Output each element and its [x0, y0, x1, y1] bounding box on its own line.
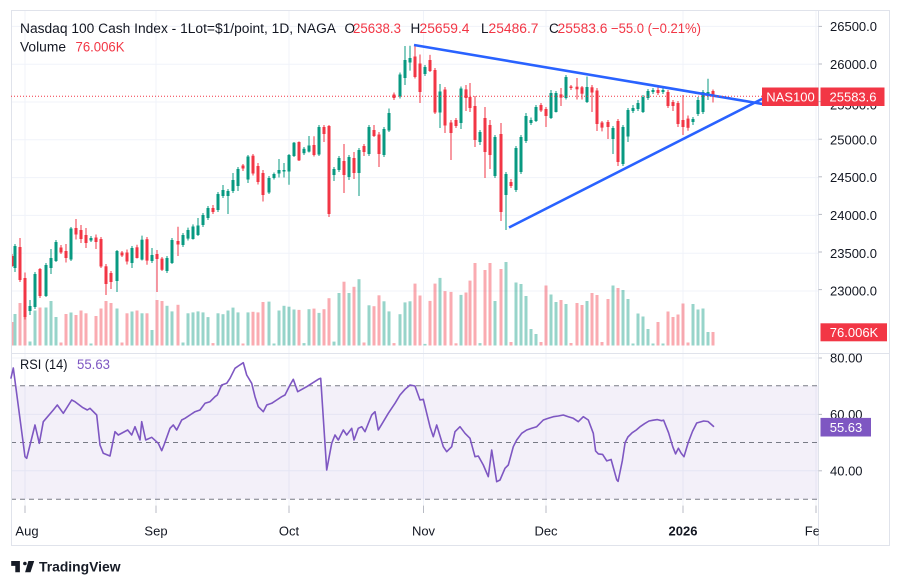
svg-text:25486.7: 25486.7	[489, 21, 539, 36]
svg-text:76.006K: 76.006K	[830, 325, 879, 340]
svg-text:TradingView: TradingView	[39, 559, 121, 575]
svg-text:RSI (14): RSI (14)	[20, 357, 68, 372]
svg-text:Sep: Sep	[144, 524, 167, 539]
svg-text:24000.0: 24000.0	[830, 208, 877, 223]
svg-text:23500.0: 23500.0	[830, 246, 877, 261]
svg-text:55.63: 55.63	[77, 357, 110, 372]
svg-text:Aug: Aug	[15, 524, 38, 539]
svg-text:Dec: Dec	[534, 524, 558, 539]
svg-text:25583.6: 25583.6	[558, 21, 608, 36]
svg-text:−55.0 (−0.21%): −55.0 (−0.21%)	[611, 21, 701, 36]
svg-text:Volume: Volume	[20, 40, 66, 55]
svg-text:55.63: 55.63	[830, 420, 863, 435]
svg-text:L: L	[481, 21, 489, 36]
svg-text:40.00: 40.00	[830, 463, 863, 478]
svg-text:80.00: 80.00	[830, 351, 863, 366]
svg-text:C: C	[549, 21, 559, 36]
svg-text:25583.6: 25583.6	[830, 90, 877, 105]
svg-text:O: O	[345, 21, 356, 36]
svg-text:Feb: Feb	[805, 524, 827, 539]
svg-text:25000.0: 25000.0	[830, 132, 877, 147]
svg-text:26500.0: 26500.0	[830, 19, 877, 34]
svg-text:76.006K: 76.006K	[76, 40, 125, 55]
svg-text:NAS100: NAS100	[766, 90, 814, 105]
svg-text:Nasdaq 100 Cash Index - 1Lot=$: Nasdaq 100 Cash Index - 1Lot=$1/point, 1…	[20, 21, 336, 36]
svg-text:23000.0: 23000.0	[830, 284, 877, 299]
svg-text:25638.3: 25638.3	[353, 21, 401, 36]
svg-text:2026: 2026	[669, 524, 698, 539]
svg-text:26000.0: 26000.0	[830, 57, 877, 72]
svg-text:Oct: Oct	[279, 524, 300, 539]
svg-text:25659.4: 25659.4	[420, 21, 470, 36]
svg-text:Nov: Nov	[412, 524, 436, 539]
svg-text:24500.0: 24500.0	[830, 170, 877, 185]
svg-text:H: H	[411, 21, 421, 36]
